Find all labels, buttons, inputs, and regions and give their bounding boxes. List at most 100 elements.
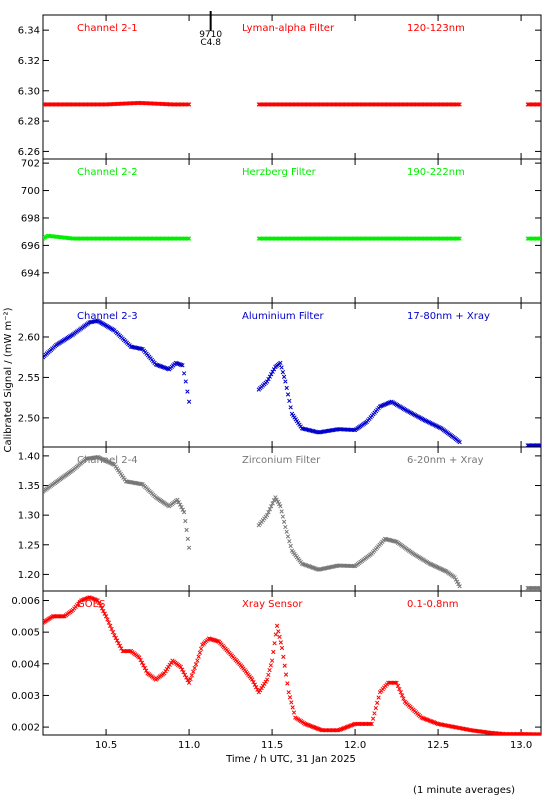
- data-point: [453, 577, 459, 582]
- data-point: [180, 507, 185, 512]
- data-point: [397, 686, 402, 692]
- data-point: [116, 641, 121, 646]
- y-tick-label: 702: [21, 159, 40, 170]
- data-point: [177, 502, 183, 507]
- data-point: [287, 398, 292, 404]
- data-point: [101, 608, 106, 614]
- data-point: [142, 665, 147, 671]
- data-point: [110, 629, 116, 635]
- data-point: [393, 539, 398, 544]
- y-tick-label: 6.34: [18, 26, 40, 37]
- data-point: [167, 662, 172, 667]
- data-point: [279, 365, 284, 370]
- data-point: [395, 683, 401, 689]
- data-point: [113, 635, 118, 641]
- event-marker-label: 9710: [199, 30, 222, 40]
- y-tick-label: 700: [21, 186, 40, 197]
- y-tick-label: 0.005: [11, 628, 40, 639]
- y-tick-label: 0.003: [11, 691, 40, 702]
- data-point: [457, 584, 462, 589]
- y-tick-label: 1.40: [18, 451, 40, 462]
- data-point: [168, 660, 174, 665]
- band-label: 6-20nm + Xray: [407, 455, 484, 466]
- panel-4: 1.201.251.301.351.40 Channel 2-4 Zirconium…: [18, 446, 542, 592]
- data-point: [457, 102, 462, 107]
- data-point: [283, 524, 288, 530]
- data-point: [99, 606, 105, 611]
- data-point: [144, 668, 149, 673]
- x-tick-label: 13.0: [510, 740, 532, 751]
- data-point: [376, 695, 381, 700]
- band-label: 190-222nm: [407, 167, 465, 178]
- data-point: [162, 671, 167, 676]
- data-point: [538, 585, 541, 591]
- data-point: [182, 672, 188, 678]
- data-point: [264, 677, 270, 682]
- data-point: [163, 669, 168, 674]
- data-point: [195, 658, 200, 663]
- data-point: [271, 649, 276, 655]
- data-point: [278, 360, 283, 366]
- data-point: [266, 376, 271, 382]
- y-tick-label: 1.30: [18, 511, 40, 522]
- panel-frame: [42, 158, 542, 304]
- data-point: [180, 667, 185, 672]
- data-point: [192, 665, 197, 671]
- data-point: [112, 633, 117, 638]
- data-point: [538, 732, 541, 735]
- filter-label: Xray Sensor: [242, 599, 303, 610]
- series-group: [43, 233, 541, 241]
- y-tick-label: 694: [21, 268, 40, 279]
- data-point: [184, 675, 189, 680]
- data-point: [538, 236, 541, 241]
- data-point: [270, 501, 275, 506]
- data-point: [141, 663, 146, 668]
- y-axis-label: Calibrated Signal / (mW m⁻²): [3, 307, 14, 452]
- channel-label: Channel 2-2: [77, 167, 138, 178]
- data-point: [253, 685, 259, 690]
- data-point: [185, 677, 190, 683]
- filter-label: Zirconium Filter: [242, 455, 321, 466]
- data-point: [186, 236, 192, 241]
- data-point: [269, 372, 274, 377]
- data-point: [283, 672, 289, 677]
- data-point: [456, 581, 461, 587]
- data-point: [267, 507, 273, 512]
- y-tick-label: 6.28: [18, 117, 40, 128]
- data-point: [137, 655, 142, 660]
- data-point: [280, 514, 286, 519]
- data-point: [277, 634, 282, 640]
- data-point: [288, 543, 293, 549]
- data-point: [103, 614, 109, 619]
- data-point: [285, 681, 290, 686]
- data-point: [189, 673, 195, 678]
- y-tick-label: 1.35: [18, 481, 40, 492]
- data-point: [456, 102, 461, 107]
- channel-label: Channel 2-3: [77, 311, 138, 322]
- data-point: [537, 585, 541, 591]
- data-point: [105, 617, 110, 622]
- data-point: [287, 695, 293, 700]
- data-point: [197, 650, 203, 655]
- data-point: [117, 643, 123, 649]
- panel-3: 2.50 2.55 2.60 Channel 2-3 Aluminium Filter 1…: [18, 302, 542, 448]
- y-tick-label: 6.30: [18, 86, 40, 97]
- event-marker-label: C4.8: [200, 38, 221, 48]
- data-point: [271, 367, 277, 372]
- data-point: [288, 405, 293, 410]
- data-point: [97, 600, 102, 606]
- data-point: [270, 369, 275, 374]
- data-point: [179, 505, 184, 510]
- data-point: [191, 669, 196, 674]
- data-point: [286, 690, 291, 695]
- data-point: [196, 654, 201, 659]
- data-point: [290, 705, 295, 710]
- data-point: [538, 102, 541, 107]
- data-point: [372, 711, 377, 716]
- data-point: [399, 693, 405, 698]
- data-point: [263, 679, 268, 684]
- data-point: [185, 389, 190, 394]
- data-point: [401, 696, 406, 701]
- data-point: [258, 688, 263, 693]
- y-tick-label: 1.25: [18, 540, 40, 551]
